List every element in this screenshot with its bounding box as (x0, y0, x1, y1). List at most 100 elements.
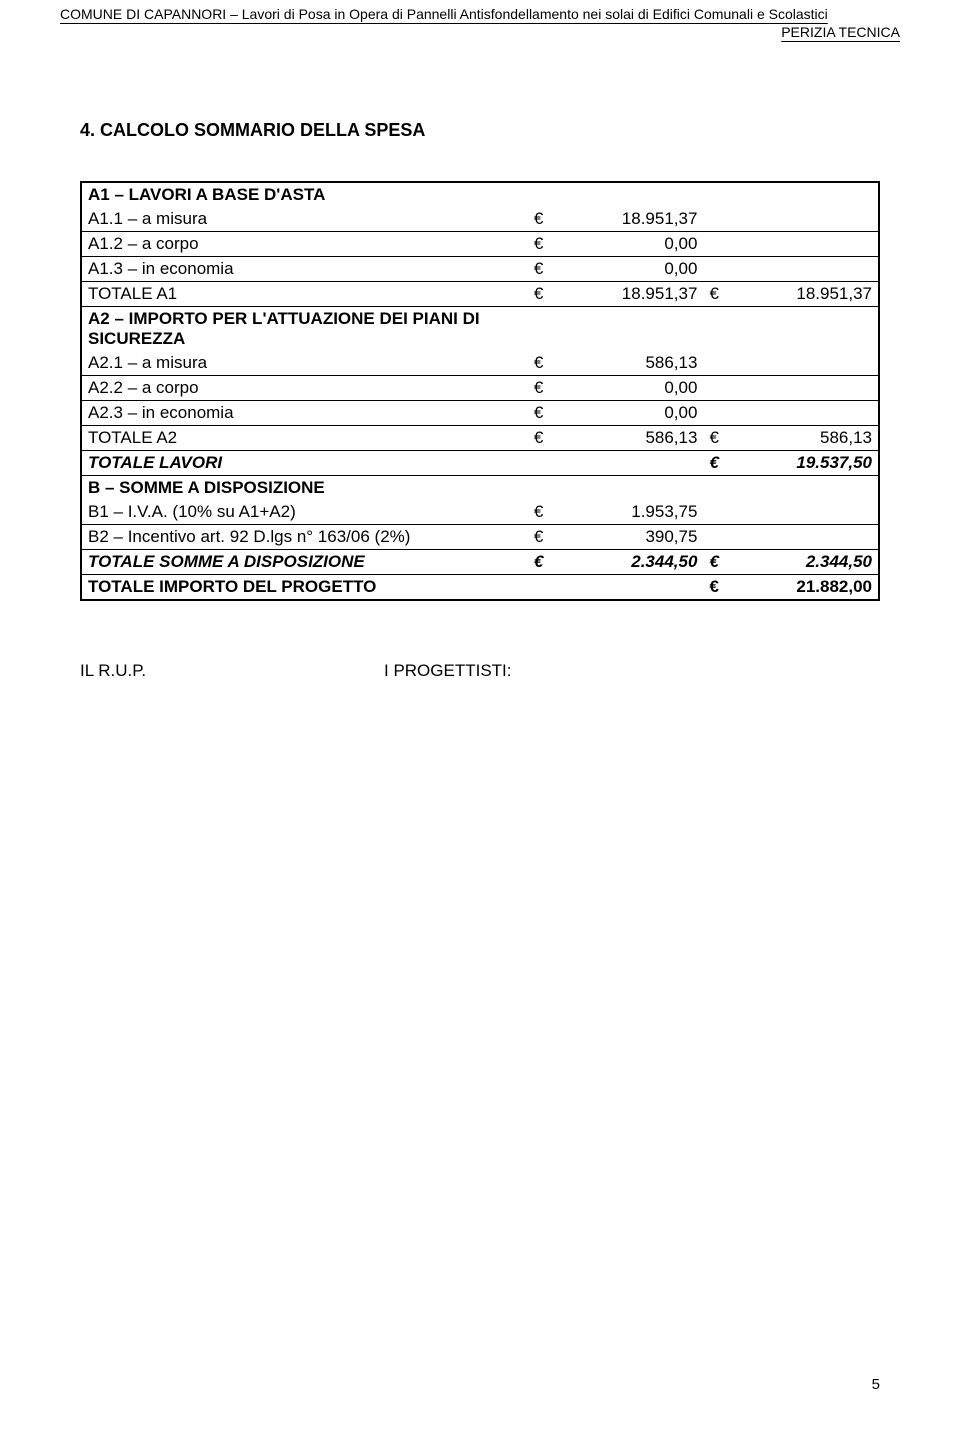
row-currency2 (703, 401, 735, 426)
signature-right: I PROGETTISTI: (384, 661, 880, 681)
document-header: COMUNE DI CAPANNORI – Lavori di Posa in … (0, 0, 960, 40)
row-description: A1 – LAVORI A BASE D'ASTA (81, 182, 528, 207)
row-currency2: € (703, 426, 735, 451)
row-description: A2.3 – in economia (81, 401, 528, 426)
row-currency1: € (528, 351, 560, 376)
table-row: A2.3 – in economia€0,00 (81, 401, 879, 426)
document-page: COMUNE DI CAPANNORI – Lavori di Posa in … (0, 0, 960, 1433)
row-currency2 (703, 376, 735, 401)
row-value2 (735, 376, 879, 401)
table-row: TOTALE A2€586,13€586,13 (81, 426, 879, 451)
row-currency1 (528, 575, 560, 601)
row-description: TOTALE A2 (81, 426, 528, 451)
table-row: B – SOMME A DISPOSIZIONE (81, 476, 879, 501)
row-value2: 586,13 (735, 426, 879, 451)
table-row: A2.2 – a corpo€0,00 (81, 376, 879, 401)
row-currency1: € (528, 376, 560, 401)
table-row: A1 – LAVORI A BASE D'ASTA (81, 182, 879, 207)
row-value2 (735, 257, 879, 282)
row-value2: 18.951,37 (735, 282, 879, 307)
row-currency2 (703, 257, 735, 282)
row-value2 (735, 182, 879, 207)
row-value2: 2.344,50 (735, 550, 879, 575)
row-description: TOTALE LAVORI (81, 451, 528, 476)
row-value2: 19.537,50 (735, 451, 879, 476)
signatures-block: IL R.U.P. I PROGETTISTI: (0, 661, 960, 681)
row-currency1: € (528, 282, 560, 307)
row-description: A2.1 – a misura (81, 351, 528, 376)
row-currency2 (703, 207, 735, 232)
calculation-table: A1 – LAVORI A BASE D'ASTAA1.1 – a misura… (80, 181, 880, 601)
row-value1: 390,75 (560, 525, 704, 550)
table-row: B1 – I.V.A. (10% su A1+A2)€1.953,75 (81, 500, 879, 525)
row-currency2 (703, 182, 735, 207)
row-currency1: € (528, 500, 560, 525)
row-description: TOTALE A1 (81, 282, 528, 307)
table-row: A1.3 – in economia€0,00 (81, 257, 879, 282)
row-currency2 (703, 232, 735, 257)
row-value1: 0,00 (560, 232, 704, 257)
row-value2 (735, 525, 879, 550)
row-description: A1.3 – in economia (81, 257, 528, 282)
row-description: TOTALE SOMME A DISPOSIZIONE (81, 550, 528, 575)
row-value2 (735, 207, 879, 232)
page-number: 5 (872, 1376, 880, 1393)
row-currency2: € (703, 575, 735, 601)
row-value2 (735, 476, 879, 501)
row-description: B2 – Incentivo art. 92 D.lgs n° 163/06 (… (81, 525, 528, 550)
table-row: TOTALE SOMME A DISPOSIZIONE€2.344,50€2.3… (81, 550, 879, 575)
table-row: TOTALE A1€18.951,37€18.951,37 (81, 282, 879, 307)
header-subtitle: PERIZIA TECNICA (60, 24, 900, 40)
row-currency1: € (528, 257, 560, 282)
row-value1: 2.344,50 (560, 550, 704, 575)
row-currency1 (528, 182, 560, 207)
row-description: A2.2 – a corpo (81, 376, 528, 401)
row-value2: 21.882,00 (735, 575, 879, 601)
row-value1: 586,13 (560, 426, 704, 451)
row-currency2: € (703, 451, 735, 476)
row-value1: 1.953,75 (560, 500, 704, 525)
table-row: A2 – IMPORTO PER L'ATTUAZIONE DEI PIANI … (81, 307, 879, 352)
row-value1: 0,00 (560, 257, 704, 282)
table-row: A1.2 – a corpo€0,00 (81, 232, 879, 257)
row-description: A2 – IMPORTO PER L'ATTUAZIONE DEI PIANI … (81, 307, 528, 352)
row-description: B – SOMME A DISPOSIZIONE (81, 476, 528, 501)
section-title: 4. CALCOLO SOMMARIO DELLA SPESA (80, 120, 880, 141)
row-value1 (560, 451, 704, 476)
row-currency2: € (703, 550, 735, 575)
row-currency2 (703, 500, 735, 525)
signature-left: IL R.U.P. (80, 661, 384, 681)
row-value2 (735, 500, 879, 525)
row-value1 (560, 182, 704, 207)
table-row: TOTALE IMPORTO DEL PROGETTO €21.882,00 (81, 575, 879, 601)
row-value1 (560, 307, 704, 352)
row-value1 (560, 476, 704, 501)
table-row: A1.1 – a misura€18.951,37 (81, 207, 879, 232)
row-value1: 18.951,37 (560, 282, 704, 307)
row-currency2: € (703, 282, 735, 307)
row-currency1 (528, 476, 560, 501)
table-row: A2.1 – a misura€586,13 (81, 351, 879, 376)
row-value1: 18.951,37 (560, 207, 704, 232)
row-currency1: € (528, 232, 560, 257)
row-currency1 (528, 307, 560, 352)
row-currency2 (703, 351, 735, 376)
row-currency1: € (528, 550, 560, 575)
row-description: TOTALE IMPORTO DEL PROGETTO (81, 575, 528, 601)
row-description: B1 – I.V.A. (10% su A1+A2) (81, 500, 528, 525)
row-currency2 (703, 525, 735, 550)
header-title: COMUNE DI CAPANNORI – Lavori di Posa in … (60, 6, 900, 22)
table-row: TOTALE LAVORI €19.537,50 (81, 451, 879, 476)
row-currency1 (528, 451, 560, 476)
row-value2 (735, 351, 879, 376)
row-value2 (735, 232, 879, 257)
row-value1: 0,00 (560, 401, 704, 426)
row-value1: 0,00 (560, 376, 704, 401)
row-currency1: € (528, 426, 560, 451)
row-value1: 586,13 (560, 351, 704, 376)
row-value2 (735, 401, 879, 426)
row-currency1: € (528, 207, 560, 232)
row-description: A1.1 – a misura (81, 207, 528, 232)
row-value2 (735, 307, 879, 352)
table-row: B2 – Incentivo art. 92 D.lgs n° 163/06 (… (81, 525, 879, 550)
